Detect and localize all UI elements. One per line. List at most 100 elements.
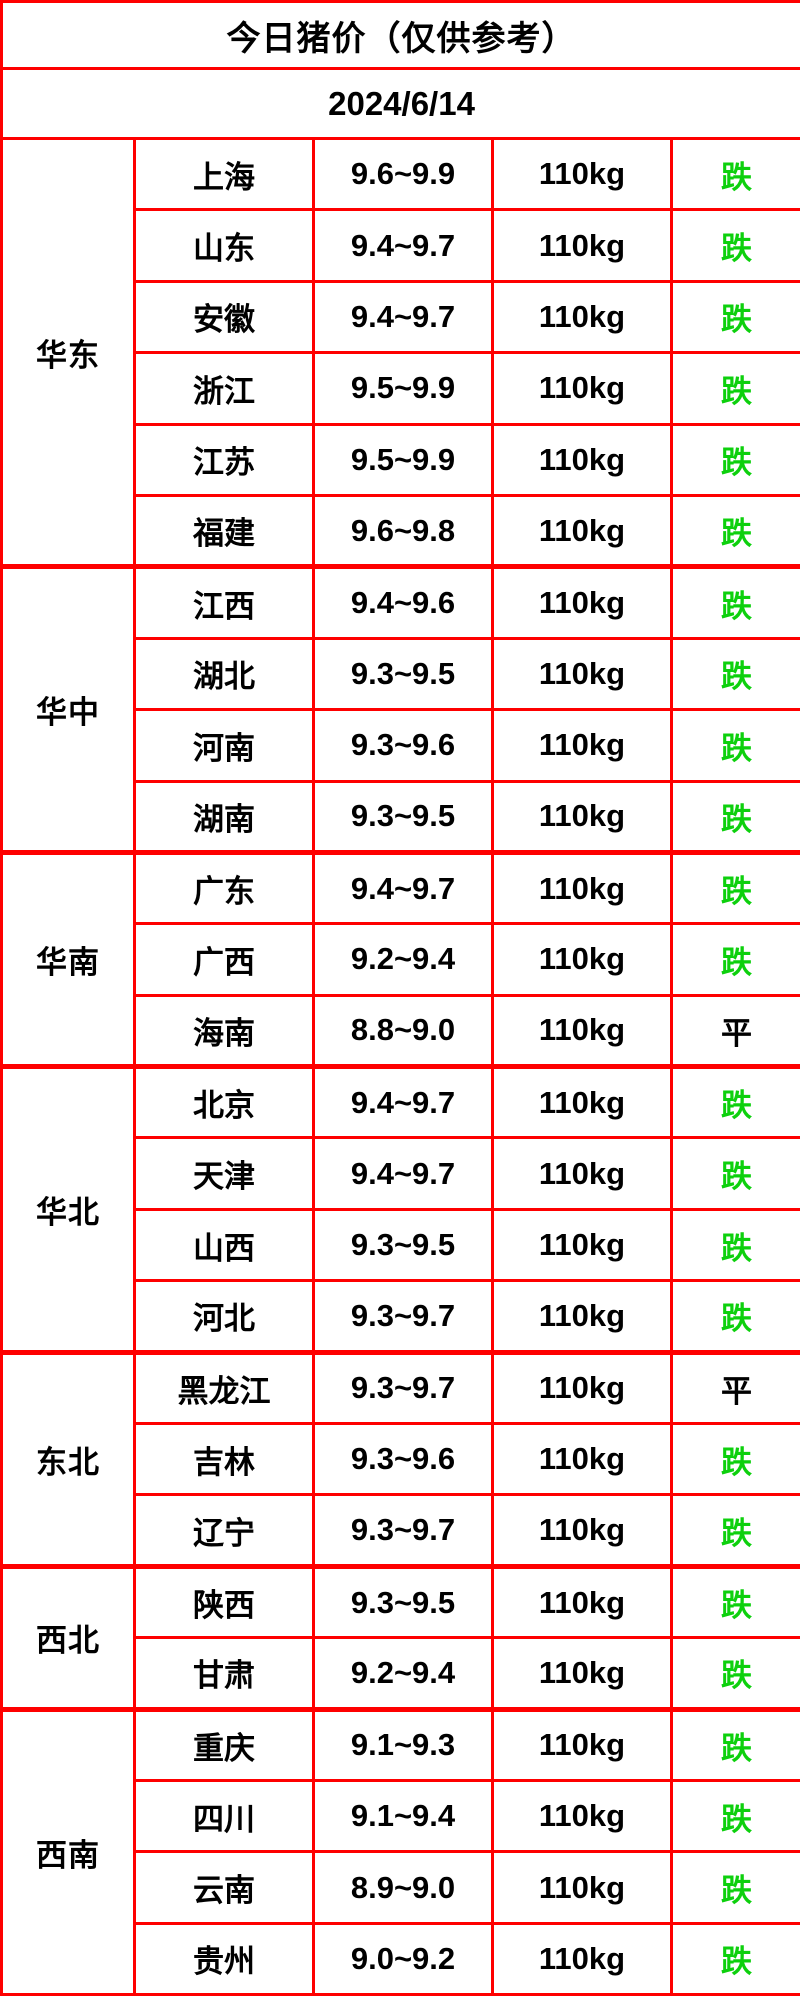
price-cell: 9.3~9.5 bbox=[312, 1563, 494, 1640]
weight-cell: 110kg bbox=[491, 493, 673, 569]
trend-cell: 跌 bbox=[669, 564, 800, 640]
region-cell: 华中 bbox=[0, 564, 136, 854]
price-cell: 9.3~9.7 bbox=[312, 1349, 494, 1426]
table-row: 辽宁 9.3~9.7 110kg 跌 bbox=[2, 1493, 800, 1568]
trend-cell: 跌 bbox=[669, 1563, 800, 1640]
trend-cell: 跌 bbox=[669, 849, 800, 926]
province-cell: 江苏 bbox=[133, 422, 315, 497]
price-cell: 9.4~9.7 bbox=[312, 1136, 494, 1211]
page-title: 今日猪价（仅供参考） bbox=[0, 0, 800, 70]
table-row: 吉林 9.3~9.6 110kg 跌 bbox=[2, 1422, 800, 1497]
trend-cell: 跌 bbox=[669, 136, 800, 212]
date-label: 2024/6/14 bbox=[0, 67, 800, 140]
price-cell: 9.1~9.3 bbox=[312, 1706, 494, 1782]
trend-cell: 跌 bbox=[669, 1706, 800, 1782]
table-row: 华北 北京 9.4~9.7 110kg 跌 bbox=[0, 1064, 800, 1354]
province-cell: 山东 bbox=[133, 208, 315, 283]
table-row: 云南 8.9~9.0 110kg 跌 bbox=[2, 1850, 800, 1925]
province-cell: 天津 bbox=[133, 1136, 315, 1211]
weight-cell: 110kg bbox=[491, 1636, 673, 1711]
table-row: 东北 黑龙江 9.3~9.7 110kg 平 bbox=[0, 1349, 800, 1568]
region-cell: 东北 bbox=[0, 1349, 136, 1568]
province-cell: 甘肃 bbox=[133, 1636, 315, 1711]
price-cell: 9.1~9.4 bbox=[312, 1778, 494, 1854]
trend-cell: 平 bbox=[669, 993, 800, 1069]
province-cell: 山西 bbox=[133, 1207, 315, 1283]
province-cell: 北京 bbox=[133, 1064, 315, 1140]
trend-cell: 跌 bbox=[669, 1493, 800, 1568]
price-cell: 8.9~9.0 bbox=[312, 1850, 494, 1925]
province-cell: 河北 bbox=[133, 1279, 315, 1354]
province-cell: 福建 bbox=[133, 493, 315, 569]
trend-cell: 跌 bbox=[669, 708, 800, 783]
trend-cell: 跌 bbox=[669, 1636, 800, 1711]
table-row: 河北 9.3~9.7 110kg 跌 bbox=[2, 1279, 800, 1354]
province-cell: 云南 bbox=[133, 1850, 315, 1925]
price-cell: 9.4~9.7 bbox=[312, 1064, 494, 1140]
trend-cell: 跌 bbox=[669, 1279, 800, 1354]
province-cell: 湖北 bbox=[133, 636, 315, 712]
region-cell: 西北 bbox=[0, 1563, 136, 1711]
weight-cell: 110kg bbox=[491, 1422, 673, 1497]
weight-cell: 110kg bbox=[491, 636, 673, 712]
weight-cell: 110kg bbox=[491, 922, 673, 997]
province-cell: 海南 bbox=[133, 993, 315, 1069]
price-cell: 9.5~9.9 bbox=[312, 422, 494, 497]
table-row: 华东 上海 9.6~9.9 110kg 跌 bbox=[0, 136, 800, 569]
table-row: 山东 9.4~9.7 110kg 跌 bbox=[2, 208, 800, 283]
weight-cell: 110kg bbox=[491, 849, 673, 926]
table-row: 天津 9.4~9.7 110kg 跌 bbox=[2, 1136, 800, 1211]
trend-cell: 跌 bbox=[669, 1778, 800, 1854]
date-bar: 2024/6/14 bbox=[0, 67, 800, 140]
weight-cell: 110kg bbox=[491, 1207, 673, 1283]
province-cell: 吉林 bbox=[133, 1422, 315, 1497]
weight-cell: 110kg bbox=[491, 1563, 673, 1640]
price-cell: 9.4~9.7 bbox=[312, 208, 494, 283]
trend-cell: 跌 bbox=[669, 1422, 800, 1497]
price-cell: 9.4~9.7 bbox=[312, 849, 494, 926]
region-cell: 华南 bbox=[0, 849, 136, 1069]
trend-cell: 跌 bbox=[669, 279, 800, 355]
province-cell: 上海 bbox=[133, 136, 315, 212]
weight-cell: 110kg bbox=[491, 208, 673, 283]
region-cell: 华北 bbox=[0, 1064, 136, 1354]
price-cell: 9.3~9.6 bbox=[312, 708, 494, 783]
province-cell: 安徽 bbox=[133, 279, 315, 355]
table-row: 安徽 9.4~9.7 110kg 跌 bbox=[2, 279, 800, 355]
trend-cell: 跌 bbox=[669, 922, 800, 997]
table-row: 西南 重庆 9.1~9.3 110kg 跌 bbox=[0, 1706, 800, 1997]
table-row: 福建 9.6~9.8 110kg 跌 bbox=[2, 493, 800, 569]
table-row: 贵州 9.0~9.2 110kg 跌 bbox=[2, 1921, 800, 1997]
province-cell: 浙江 bbox=[133, 351, 315, 426]
weight-cell: 110kg bbox=[491, 1279, 673, 1354]
table-row: 河南 9.3~9.6 110kg 跌 bbox=[2, 708, 800, 783]
price-cell: 9.0~9.2 bbox=[312, 1921, 494, 1997]
price-cell: 9.3~9.7 bbox=[312, 1279, 494, 1354]
table-row: 湖北 9.3~9.5 110kg 跌 bbox=[2, 636, 800, 712]
province-cell: 河南 bbox=[133, 708, 315, 783]
province-cell: 广西 bbox=[133, 922, 315, 997]
table-row: 华南 广东 9.4~9.7 110kg 跌 bbox=[0, 849, 800, 1069]
trend-cell: 跌 bbox=[669, 1921, 800, 1997]
weight-cell: 110kg bbox=[491, 993, 673, 1069]
trend-cell: 跌 bbox=[669, 636, 800, 712]
region-cell: 华东 bbox=[0, 136, 136, 569]
price-cell: 9.3~9.5 bbox=[312, 1207, 494, 1283]
province-cell: 辽宁 bbox=[133, 1493, 315, 1568]
trend-cell: 跌 bbox=[669, 351, 800, 426]
province-cell: 陕西 bbox=[133, 1563, 315, 1640]
province-cell: 广东 bbox=[133, 849, 315, 926]
price-cell: 8.8~9.0 bbox=[312, 993, 494, 1069]
trend-cell: 跌 bbox=[669, 422, 800, 497]
table-row: 浙江 9.5~9.9 110kg 跌 bbox=[2, 351, 800, 426]
price-cell: 9.6~9.9 bbox=[312, 136, 494, 212]
price-cell: 9.3~9.7 bbox=[312, 1493, 494, 1568]
trend-cell: 跌 bbox=[669, 208, 800, 283]
weight-cell: 110kg bbox=[491, 1850, 673, 1925]
title-bar: 今日猪价（仅供参考） bbox=[0, 0, 800, 70]
trend-cell: 跌 bbox=[669, 779, 800, 854]
price-cell: 9.3~9.5 bbox=[312, 636, 494, 712]
region-cell: 西南 bbox=[0, 1706, 136, 1997]
price-cell: 9.3~9.6 bbox=[312, 1422, 494, 1497]
